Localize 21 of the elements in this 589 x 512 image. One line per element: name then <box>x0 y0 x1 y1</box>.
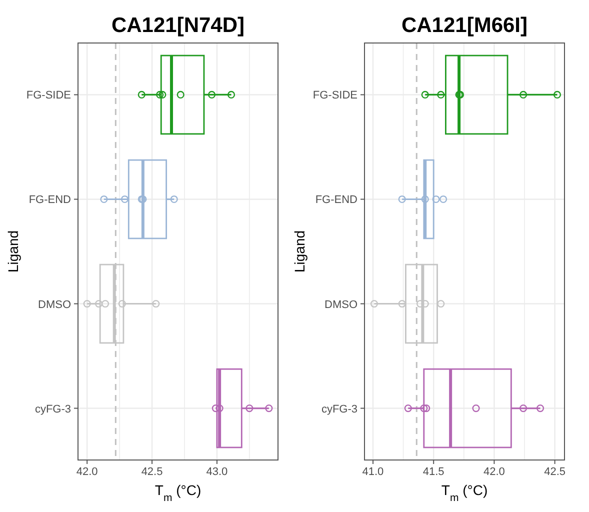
y-tick-label: FG-SIDE <box>312 90 358 102</box>
x-axis-title: T$_{m}$ (°C) <box>154 482 202 504</box>
y-tick-label: FG-END <box>28 194 72 206</box>
y-tick-label: FG-END <box>315 194 358 206</box>
x-tick-label: 41.0 <box>362 466 384 478</box>
y-axis-title: Ligand <box>292 230 308 273</box>
x-axis-title: T$_{m}$ (°C) <box>441 482 488 504</box>
x-tick-label: 43.0 <box>206 466 228 478</box>
y-tick-label: cyFG-3 <box>34 403 71 416</box>
x-tick-label: 42.5 <box>544 466 566 478</box>
y-tick-label: DMSO <box>38 298 72 311</box>
y-tick-label: FG-SIDE <box>26 90 71 102</box>
x-tick-label: 42.0 <box>483 466 505 478</box>
x-tick-label: 42.0 <box>76 466 98 478</box>
x-tick-label: 42.5 <box>141 466 163 478</box>
chart-title: CA121[M66I] <box>401 14 528 37</box>
y-tick-label: cyFG-3 <box>321 403 358 416</box>
x-tick-label: 41.5 <box>422 466 444 478</box>
chart-title: CA121[N74D] <box>111 14 245 37</box>
y-axis-title: Ligand <box>5 230 21 273</box>
y-tick-label: DMSO <box>324 298 358 311</box>
